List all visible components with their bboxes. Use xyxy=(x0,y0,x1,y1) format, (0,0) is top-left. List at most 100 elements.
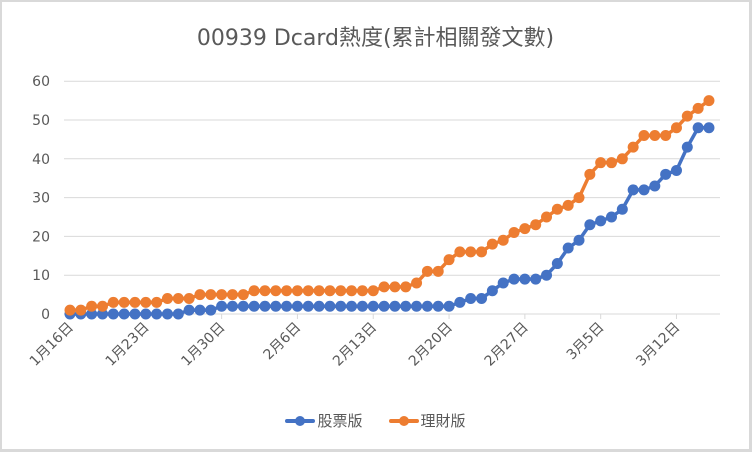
data-point[interactable] xyxy=(367,300,379,312)
data-point[interactable] xyxy=(313,300,325,312)
data-point[interactable] xyxy=(291,300,303,312)
data-point[interactable] xyxy=(400,300,412,312)
data-point[interactable] xyxy=(411,277,423,289)
data-point[interactable] xyxy=(519,223,531,235)
data-point[interactable] xyxy=(541,269,553,281)
data-point[interactable] xyxy=(454,296,466,308)
legend-item-stock-board[interactable]: 股票版 xyxy=(285,410,363,431)
data-point[interactable] xyxy=(237,289,249,301)
data-point[interactable] xyxy=(75,304,87,316)
data-point[interactable] xyxy=(140,296,152,308)
data-point[interactable] xyxy=(486,238,498,250)
data-point[interactable] xyxy=(616,153,628,165)
data-point[interactable] xyxy=(606,211,617,223)
data-point[interactable] xyxy=(356,300,368,312)
data-point[interactable] xyxy=(64,304,76,316)
data-point[interactable] xyxy=(627,184,639,196)
data-point[interactable] xyxy=(421,300,433,312)
data-point[interactable] xyxy=(411,300,423,312)
data-point[interactable] xyxy=(205,289,217,301)
data-point[interactable] xyxy=(302,285,314,297)
data-point[interactable] xyxy=(140,308,152,320)
data-point[interactable] xyxy=(161,292,173,304)
data-point[interactable] xyxy=(497,234,509,246)
data-point[interactable] xyxy=(129,308,141,320)
data-point[interactable] xyxy=(270,300,282,312)
data-point[interactable] xyxy=(183,304,195,316)
data-point[interactable] xyxy=(681,141,693,153)
data-point[interactable] xyxy=(346,285,358,297)
data-point[interactable] xyxy=(129,296,141,308)
data-point[interactable] xyxy=(367,285,379,297)
data-point[interactable] xyxy=(378,300,390,312)
data-point[interactable] xyxy=(432,265,444,277)
data-point[interactable] xyxy=(584,219,596,231)
data-point[interactable] xyxy=(86,308,98,320)
data-point[interactable] xyxy=(248,285,260,297)
data-point[interactable] xyxy=(497,277,509,289)
data-point[interactable] xyxy=(226,300,238,312)
data-point[interactable] xyxy=(226,289,238,301)
data-point[interactable] xyxy=(216,300,228,312)
data-point[interactable] xyxy=(400,281,412,293)
data-point[interactable] xyxy=(443,300,455,312)
data-point[interactable] xyxy=(346,300,358,312)
data-point[interactable] xyxy=(281,300,293,312)
data-point[interactable] xyxy=(562,199,574,211)
data-point[interactable] xyxy=(486,285,498,297)
data-point[interactable] xyxy=(638,184,650,196)
data-point[interactable] xyxy=(216,289,228,301)
data-point[interactable] xyxy=(692,122,704,134)
data-point[interactable] xyxy=(584,168,596,180)
data-point[interactable] xyxy=(389,300,401,312)
data-point[interactable] xyxy=(161,308,173,320)
data-point[interactable] xyxy=(421,265,433,277)
data-point[interactable] xyxy=(118,308,130,320)
data-point[interactable] xyxy=(172,308,184,320)
data-point[interactable] xyxy=(551,203,563,215)
data-point[interactable] xyxy=(302,300,314,312)
data-point[interactable] xyxy=(291,285,303,297)
data-point[interactable] xyxy=(703,122,715,134)
data-point[interactable] xyxy=(389,281,401,293)
data-point[interactable] xyxy=(649,130,661,142)
data-point[interactable] xyxy=(508,273,520,285)
data-point[interactable] xyxy=(172,292,184,304)
data-point[interactable] xyxy=(313,285,325,297)
data-point[interactable] xyxy=(259,285,271,297)
data-point[interactable] xyxy=(259,300,271,312)
data-point[interactable] xyxy=(151,308,163,320)
data-point[interactable] xyxy=(107,308,119,320)
data-point[interactable] xyxy=(432,300,444,312)
data-point[interactable] xyxy=(335,285,347,297)
data-point[interactable] xyxy=(324,300,336,312)
data-point[interactable] xyxy=(183,292,195,304)
data-point[interactable] xyxy=(86,300,98,312)
data-point[interactable] xyxy=(281,285,293,297)
data-point[interactable] xyxy=(660,130,672,142)
data-point[interactable] xyxy=(638,130,650,142)
data-point[interactable] xyxy=(573,192,585,204)
data-point[interactable] xyxy=(96,308,108,320)
data-point[interactable] xyxy=(96,300,108,312)
data-point[interactable] xyxy=(541,211,553,223)
data-point[interactable] xyxy=(465,292,477,304)
data-point[interactable] xyxy=(530,219,542,231)
data-point[interactable] xyxy=(335,300,347,312)
data-point[interactable] xyxy=(378,281,390,293)
data-point[interactable] xyxy=(595,157,607,169)
data-point[interactable] xyxy=(606,157,617,169)
data-point[interactable] xyxy=(530,273,542,285)
data-point[interactable] xyxy=(324,285,336,297)
data-point[interactable] xyxy=(151,296,163,308)
data-point[interactable] xyxy=(476,292,488,304)
data-point[interactable] xyxy=(660,168,672,180)
data-point[interactable] xyxy=(194,304,206,316)
data-point[interactable] xyxy=(681,110,693,122)
data-point[interactable] xyxy=(551,258,563,270)
data-point[interactable] xyxy=(205,304,217,316)
legend-item-finance-board[interactable]: 理財版 xyxy=(388,410,466,431)
data-point[interactable] xyxy=(519,273,531,285)
data-point[interactable] xyxy=(616,203,628,215)
data-point[interactable] xyxy=(476,246,488,258)
